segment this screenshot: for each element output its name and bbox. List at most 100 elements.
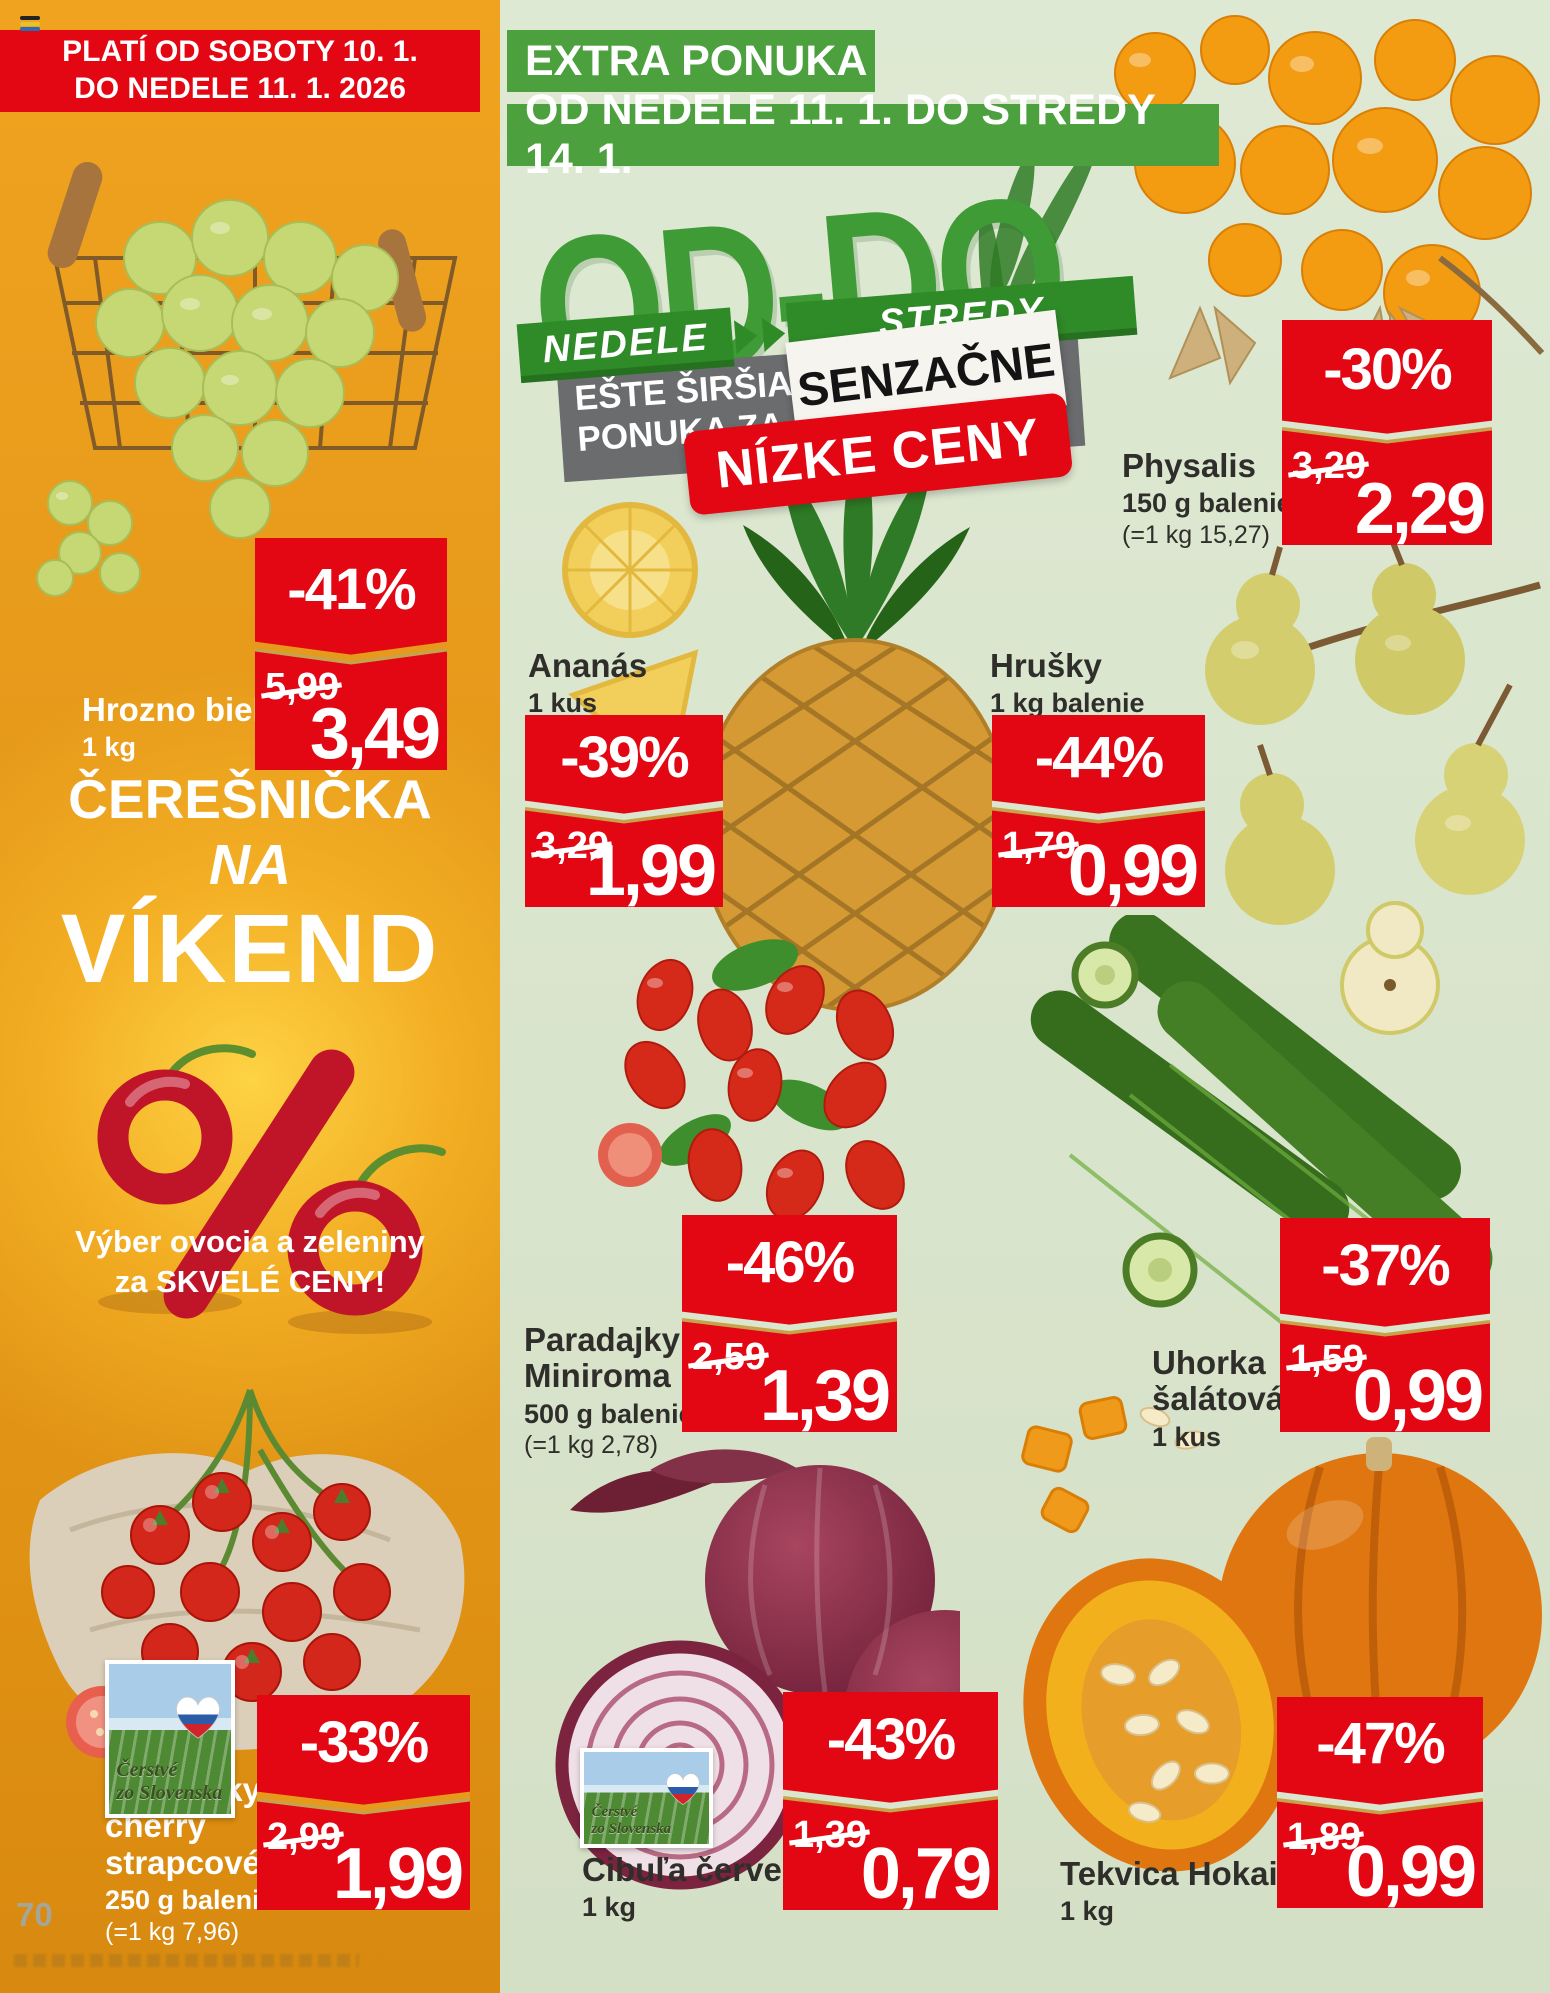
print-code-blur: [14, 1954, 359, 1967]
discount-percent: -39%: [560, 724, 689, 790]
slovak-flag-heart-icon: [170, 1691, 226, 1746]
product-name: šalátová: [1152, 1380, 1285, 1418]
price-badge-miniroma: -46% 2,59 1,39: [682, 1215, 897, 1432]
validity-line2: DO NEDELE 11. 1. 2026: [74, 72, 406, 105]
origin-badge-slovakia: Čerstvé zo Slovenska: [105, 1660, 235, 1818]
discount-percent: -41%: [287, 556, 416, 622]
menu-icon[interactable]: [20, 16, 40, 31]
product-name: Physalis: [1122, 447, 1256, 484]
new-price: 0,79: [860, 1834, 992, 1914]
product-unit-calc: (=1 kg 2,78): [524, 1431, 659, 1460]
price-badge-tekvica: -47% 1,89 0,99: [1277, 1697, 1483, 1908]
product-label-tekvica: Tekvica Hokaido 1 kg: [1060, 1855, 1318, 1927]
product-unit-calc: (=1 kg 15,27): [1122, 520, 1271, 549]
product-unit: 1 kg: [582, 1892, 637, 1923]
discount-percent: -47%: [1316, 1710, 1445, 1776]
price-badge-hrusky: -44% 1,79 0,99: [992, 715, 1205, 907]
new-price: 2,29: [1354, 469, 1486, 549]
origin-badge-text: Čerstvé zo Slovenska: [116, 1759, 223, 1804]
product-unit-calc: (=1 kg 7,96): [105, 1917, 240, 1946]
product-unit: 1 kg: [1060, 1896, 1115, 1927]
price-badge-physalis: -30% 3,29 2,29: [1282, 320, 1492, 545]
old-price: 5,99: [265, 666, 339, 709]
old-price: 1,59: [1290, 1338, 1364, 1381]
chevron-right-icon: [734, 318, 759, 354]
product-unit: 1 kus: [528, 688, 598, 719]
discount-percent: -43%: [826, 1707, 956, 1773]
price-badge-cibula: -43% 1,39 0,79: [783, 1692, 998, 1910]
validity-banner: PLATÍ OD SOBOTY 10. 1. DO NEDELE 11. 1. …: [0, 30, 480, 112]
old-price: 1,89: [1287, 1815, 1361, 1858]
badge-notch: [992, 801, 1205, 825]
product-name: Miniroma: [524, 1357, 671, 1395]
discount-percent: -44%: [1034, 724, 1164, 790]
old-price: 1,39: [793, 1813, 867, 1856]
product-name: Hrušky: [990, 647, 1102, 684]
product-label-hrusky: Hrušky 1 kg balenie: [990, 647, 1145, 719]
extra-ponuka-header: EXTRA PONUKA: [507, 30, 875, 92]
badge-notch: [255, 641, 447, 665]
subtitle-line1: Výber ovocia a zeleniny: [75, 1224, 425, 1259]
product-label-cibula: Cibuľa červená 1 kg: [582, 1851, 820, 1923]
new-price: 3,49: [309, 694, 441, 774]
campaign-line3: VÍKEND: [60, 894, 440, 1003]
product-name: Paradajky: [524, 1321, 680, 1358]
old-price: 1,79: [1002, 825, 1076, 868]
discount-percent: -37%: [1321, 1232, 1450, 1298]
product-unit: 1 kus: [1152, 1421, 1222, 1452]
product-label-uhorka: Uhorka šalátová 1 kus: [1152, 1344, 1285, 1452]
badge-notch: [682, 1312, 897, 1336]
new-price: 0,99: [1352, 1356, 1484, 1436]
badge-notch: [525, 801, 723, 825]
price-badge-hrozno: -41% 5,99 3,49: [255, 538, 447, 770]
campaign-line1: ČEREŠNIČKA: [68, 768, 432, 830]
new-price: 1,99: [332, 1834, 464, 1914]
pears-photo: [1205, 545, 1541, 1035]
product-label-hrozno: Hrozno biele 1 kg: [82, 691, 281, 763]
old-price: 2,59: [692, 1336, 766, 1379]
new-price: 1,39: [759, 1356, 891, 1436]
new-price: 0,99: [1345, 1832, 1477, 1912]
badge-notch: [257, 1791, 470, 1815]
product-unit: 150 g balenie: [1122, 488, 1292, 519]
product-unit: 1 kg: [82, 732, 137, 763]
chevron-right-icon: [762, 315, 787, 352]
badge-notch: [1282, 420, 1492, 444]
date-range-header: OD NEDELE 11. 1. DO STREDY 14. 1.: [507, 86, 1219, 183]
page-number: 70: [16, 1896, 53, 1933]
discount-percent: -46%: [725, 1230, 855, 1296]
origin-badge-text: Čerstvé zo Slovenska: [591, 1803, 672, 1838]
price-badge-ananas: -39% 3,29 1,99: [525, 715, 723, 907]
badge-notch: [1280, 1313, 1490, 1337]
product-name: Hrozno biele: [82, 691, 281, 728]
discount-percent: -30%: [1323, 337, 1452, 402]
extra-ponuka-text: EXTRA PONUKA: [525, 36, 868, 85]
miniroma-tomatoes-photo: [598, 939, 905, 1301]
origin-badge-slovakia: Čerstvé zo Slovenska: [580, 1748, 713, 1848]
campaign-subtitle: Výber ovocia a zeleniny za SKVELÉ CENY!: [0, 1222, 500, 1303]
product-name: strapcové: [105, 1843, 261, 1881]
slovak-flag-heart-icon: [662, 1769, 704, 1812]
product-name: Ananás: [528, 647, 648, 684]
price-badge-uhorka: -37% 1,59 0,99: [1280, 1218, 1490, 1432]
product-unit: 250 g balenie: [105, 1884, 275, 1915]
product-label-physalis: Physalis 150 g balenie (=1 kg 15,27): [1122, 447, 1292, 549]
product-unit: 500 g balenie: [524, 1398, 694, 1429]
cucumbers-photo: [1030, 915, 1493, 1347]
subtitle-line2: za SKVELÉ CENY!: [114, 1264, 386, 1300]
hokkaido-pumpkin-photo: [1021, 1396, 1542, 1872]
campaign-line2: NA: [208, 833, 292, 897]
product-label-miniroma: Paradajky Miniroma 500 g balenie (=1 kg …: [524, 1321, 694, 1460]
old-price: 2,99: [267, 1815, 341, 1858]
price-badge-paradajky-cherry: -33% 2,99 1,99: [257, 1695, 470, 1910]
old-price: 3,29: [535, 825, 609, 868]
grapes-photo: [36, 161, 458, 597]
product-name: Tekvica Hokaido: [1060, 1855, 1318, 1892]
cherries-percent-photo: [97, 1044, 446, 1334]
product-unit: 1 kg balenie: [990, 688, 1145, 719]
product-label-ananas: Ananás 1 kus: [528, 647, 648, 719]
old-price: 3,29: [1292, 445, 1366, 487]
validity-line1: PLATÍ OD SOBOTY 10. 1.: [62, 35, 418, 69]
discount-percent: -33%: [299, 1709, 429, 1775]
